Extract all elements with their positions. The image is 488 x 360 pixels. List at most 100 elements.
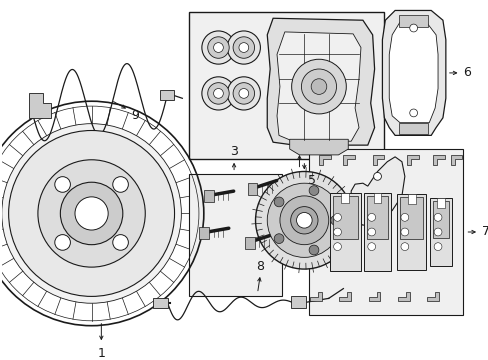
Circle shape [310,79,326,94]
Circle shape [55,235,70,250]
Circle shape [202,77,235,110]
Bar [436,198,444,208]
Circle shape [60,182,122,245]
Circle shape [367,228,375,236]
Bar [244,237,254,249]
Circle shape [55,177,70,192]
Circle shape [267,183,341,257]
Circle shape [113,235,128,250]
Circle shape [330,215,340,225]
Bar [160,90,173,100]
Circle shape [409,24,417,32]
Bar [398,15,427,27]
Bar [373,193,381,203]
Circle shape [75,197,108,230]
Text: 1: 1 [97,347,105,360]
Circle shape [433,228,441,236]
Bar [153,298,167,308]
Circle shape [433,213,441,221]
Bar [332,196,357,239]
Circle shape [213,89,223,98]
Bar [290,296,305,308]
Circle shape [333,228,341,236]
Polygon shape [432,155,444,165]
Text: 7: 7 [481,225,488,238]
Bar [366,196,387,239]
Text: 2: 2 [295,136,303,149]
Circle shape [274,234,284,243]
Polygon shape [427,292,438,301]
Text: 4: 4 [381,248,388,261]
Circle shape [239,43,248,53]
Circle shape [333,243,341,251]
Polygon shape [388,22,437,123]
Bar [308,149,463,315]
Polygon shape [29,93,50,118]
Circle shape [207,83,229,104]
Circle shape [296,212,311,228]
Circle shape [367,213,375,221]
Polygon shape [350,157,404,225]
Circle shape [367,243,375,251]
Circle shape [409,109,417,117]
Circle shape [433,243,441,251]
Circle shape [38,160,145,267]
Polygon shape [397,292,409,301]
Polygon shape [276,32,360,141]
Circle shape [308,245,318,255]
Bar [189,12,384,159]
Circle shape [233,83,254,104]
Bar [199,227,208,239]
Circle shape [400,243,408,251]
Circle shape [301,69,336,104]
Text: 6: 6 [463,66,470,80]
Bar [189,174,281,296]
Circle shape [255,171,352,269]
Circle shape [373,172,381,180]
Circle shape [202,31,235,64]
Circle shape [291,59,346,114]
Bar [432,201,448,238]
Bar [429,198,451,266]
Circle shape [227,77,260,110]
Circle shape [279,196,328,245]
Polygon shape [368,292,380,301]
Circle shape [113,177,128,192]
Polygon shape [382,10,445,135]
Polygon shape [339,292,350,301]
Circle shape [207,37,229,58]
Polygon shape [343,155,354,165]
Bar [398,123,427,134]
Bar [247,183,257,195]
Polygon shape [372,155,384,165]
Polygon shape [309,292,321,301]
Circle shape [233,37,254,58]
Circle shape [290,207,317,234]
Circle shape [239,89,248,98]
Bar [329,193,360,271]
Polygon shape [267,18,374,145]
Polygon shape [318,155,330,165]
Text: 5: 5 [307,174,316,187]
Polygon shape [450,155,462,165]
Polygon shape [406,155,418,165]
Circle shape [227,31,260,64]
Circle shape [213,43,223,53]
Text: 9: 9 [131,109,139,122]
Bar [396,194,426,270]
Text: 8: 8 [256,260,264,273]
Polygon shape [289,139,347,155]
Circle shape [274,197,284,207]
Circle shape [400,228,408,236]
Circle shape [308,186,318,195]
Circle shape [400,213,408,221]
Text: 3: 3 [230,145,238,158]
Circle shape [333,213,341,221]
Circle shape [2,124,181,303]
Bar [341,193,348,203]
Bar [203,190,213,202]
Circle shape [9,130,174,296]
Bar [363,193,390,271]
Bar [399,197,423,239]
Bar [407,194,415,204]
